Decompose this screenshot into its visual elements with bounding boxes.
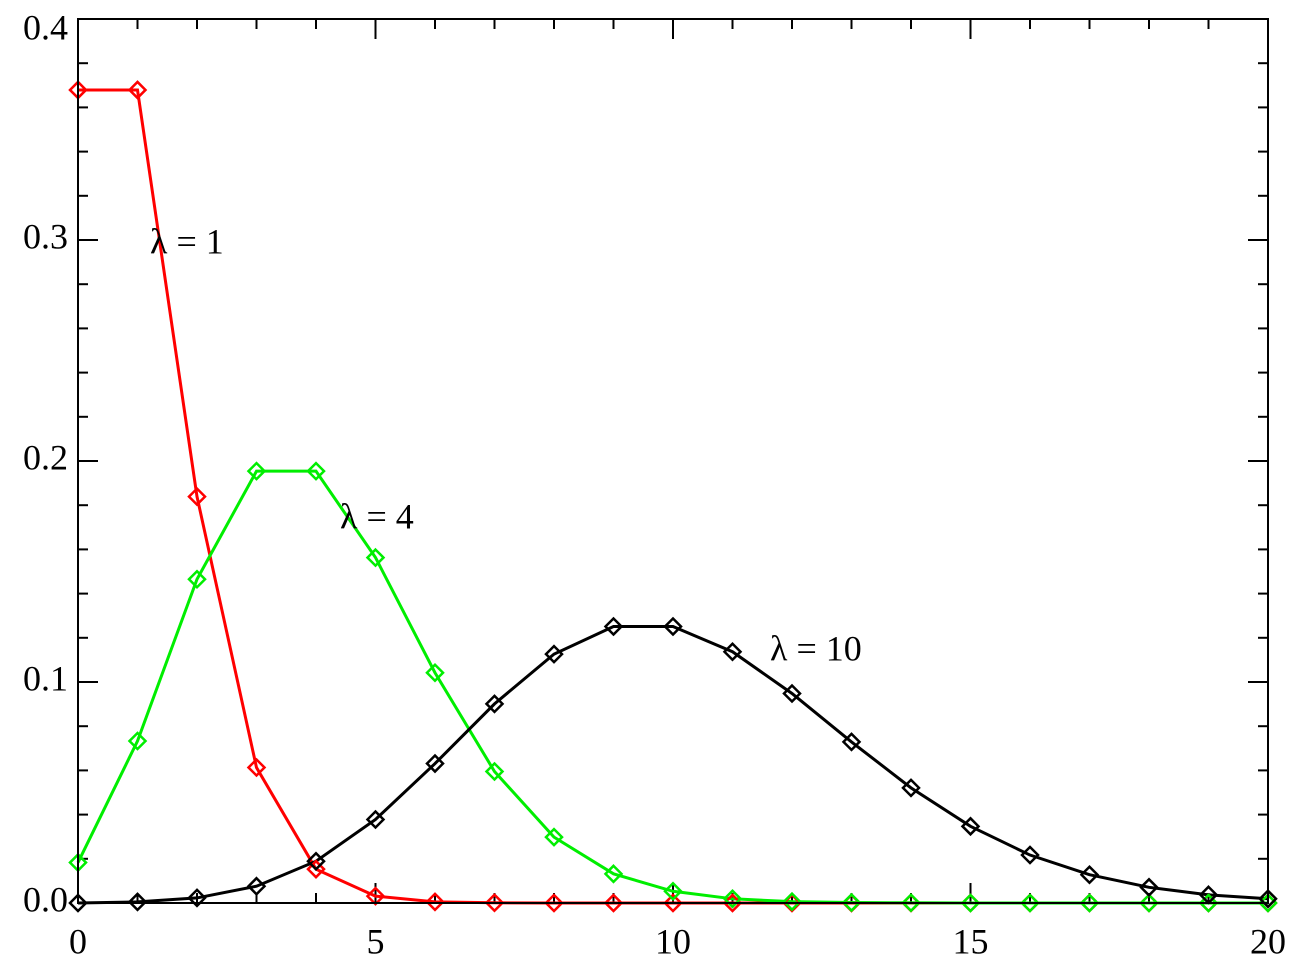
marker [68,893,88,913]
marker [484,893,505,913]
marker [365,886,386,906]
marker [246,757,267,778]
marker [841,892,862,913]
series-label: λ = 10 [770,628,862,668]
marker [663,616,683,637]
marker [425,753,445,774]
y-tick-label: 0.0 [23,879,68,919]
marker [187,888,207,908]
marker [960,816,981,837]
y-tick-label: 0.4 [23,7,68,47]
x-tick-label: 15 [953,921,989,961]
series-line [77,625,1269,905]
marker [365,547,386,568]
marker [603,616,624,637]
marker [901,893,921,913]
marker [484,761,505,782]
marker [127,80,148,100]
marker [544,893,564,913]
marker [782,683,802,704]
marker [901,778,921,798]
marker [425,892,445,912]
series-line [78,88,1268,905]
y-tick-label: 0.2 [23,437,68,477]
plot-frame [77,18,1269,904]
marker [484,694,505,714]
series-label: λ = 4 [340,496,414,536]
marker [663,893,683,913]
marker [1198,893,1219,913]
marker [365,809,386,830]
y-tick-label: 0.3 [23,216,68,256]
marker [187,486,207,507]
marker [187,569,207,590]
x-tick-label: 10 [655,921,691,961]
marker [246,876,267,896]
marker [1020,893,1040,913]
series-label: λ = 1 [150,221,224,261]
marker [960,893,981,913]
series-line [76,469,1268,905]
x-tick-label: 0 [69,921,87,961]
marker [127,731,148,751]
marker [603,893,624,913]
marker [425,662,445,683]
marker [663,881,683,902]
marker [722,641,743,662]
marker [246,461,267,481]
marker [782,891,802,912]
marker [127,892,148,912]
marker [1258,889,1278,909]
x-tick-label: 20 [1250,921,1286,961]
marker [603,864,624,884]
marker [306,859,326,879]
marker [1139,893,1159,913]
marker [306,461,326,481]
marker [306,851,326,871]
marker [841,732,862,752]
marker [544,644,564,664]
marker [1020,845,1040,865]
marker [1139,877,1159,898]
y-tick-label: 0.1 [23,658,68,698]
x-tick-label: 5 [367,921,385,961]
marker [544,827,564,847]
marker [722,889,743,909]
marker [1079,864,1100,885]
marker [1079,893,1100,913]
